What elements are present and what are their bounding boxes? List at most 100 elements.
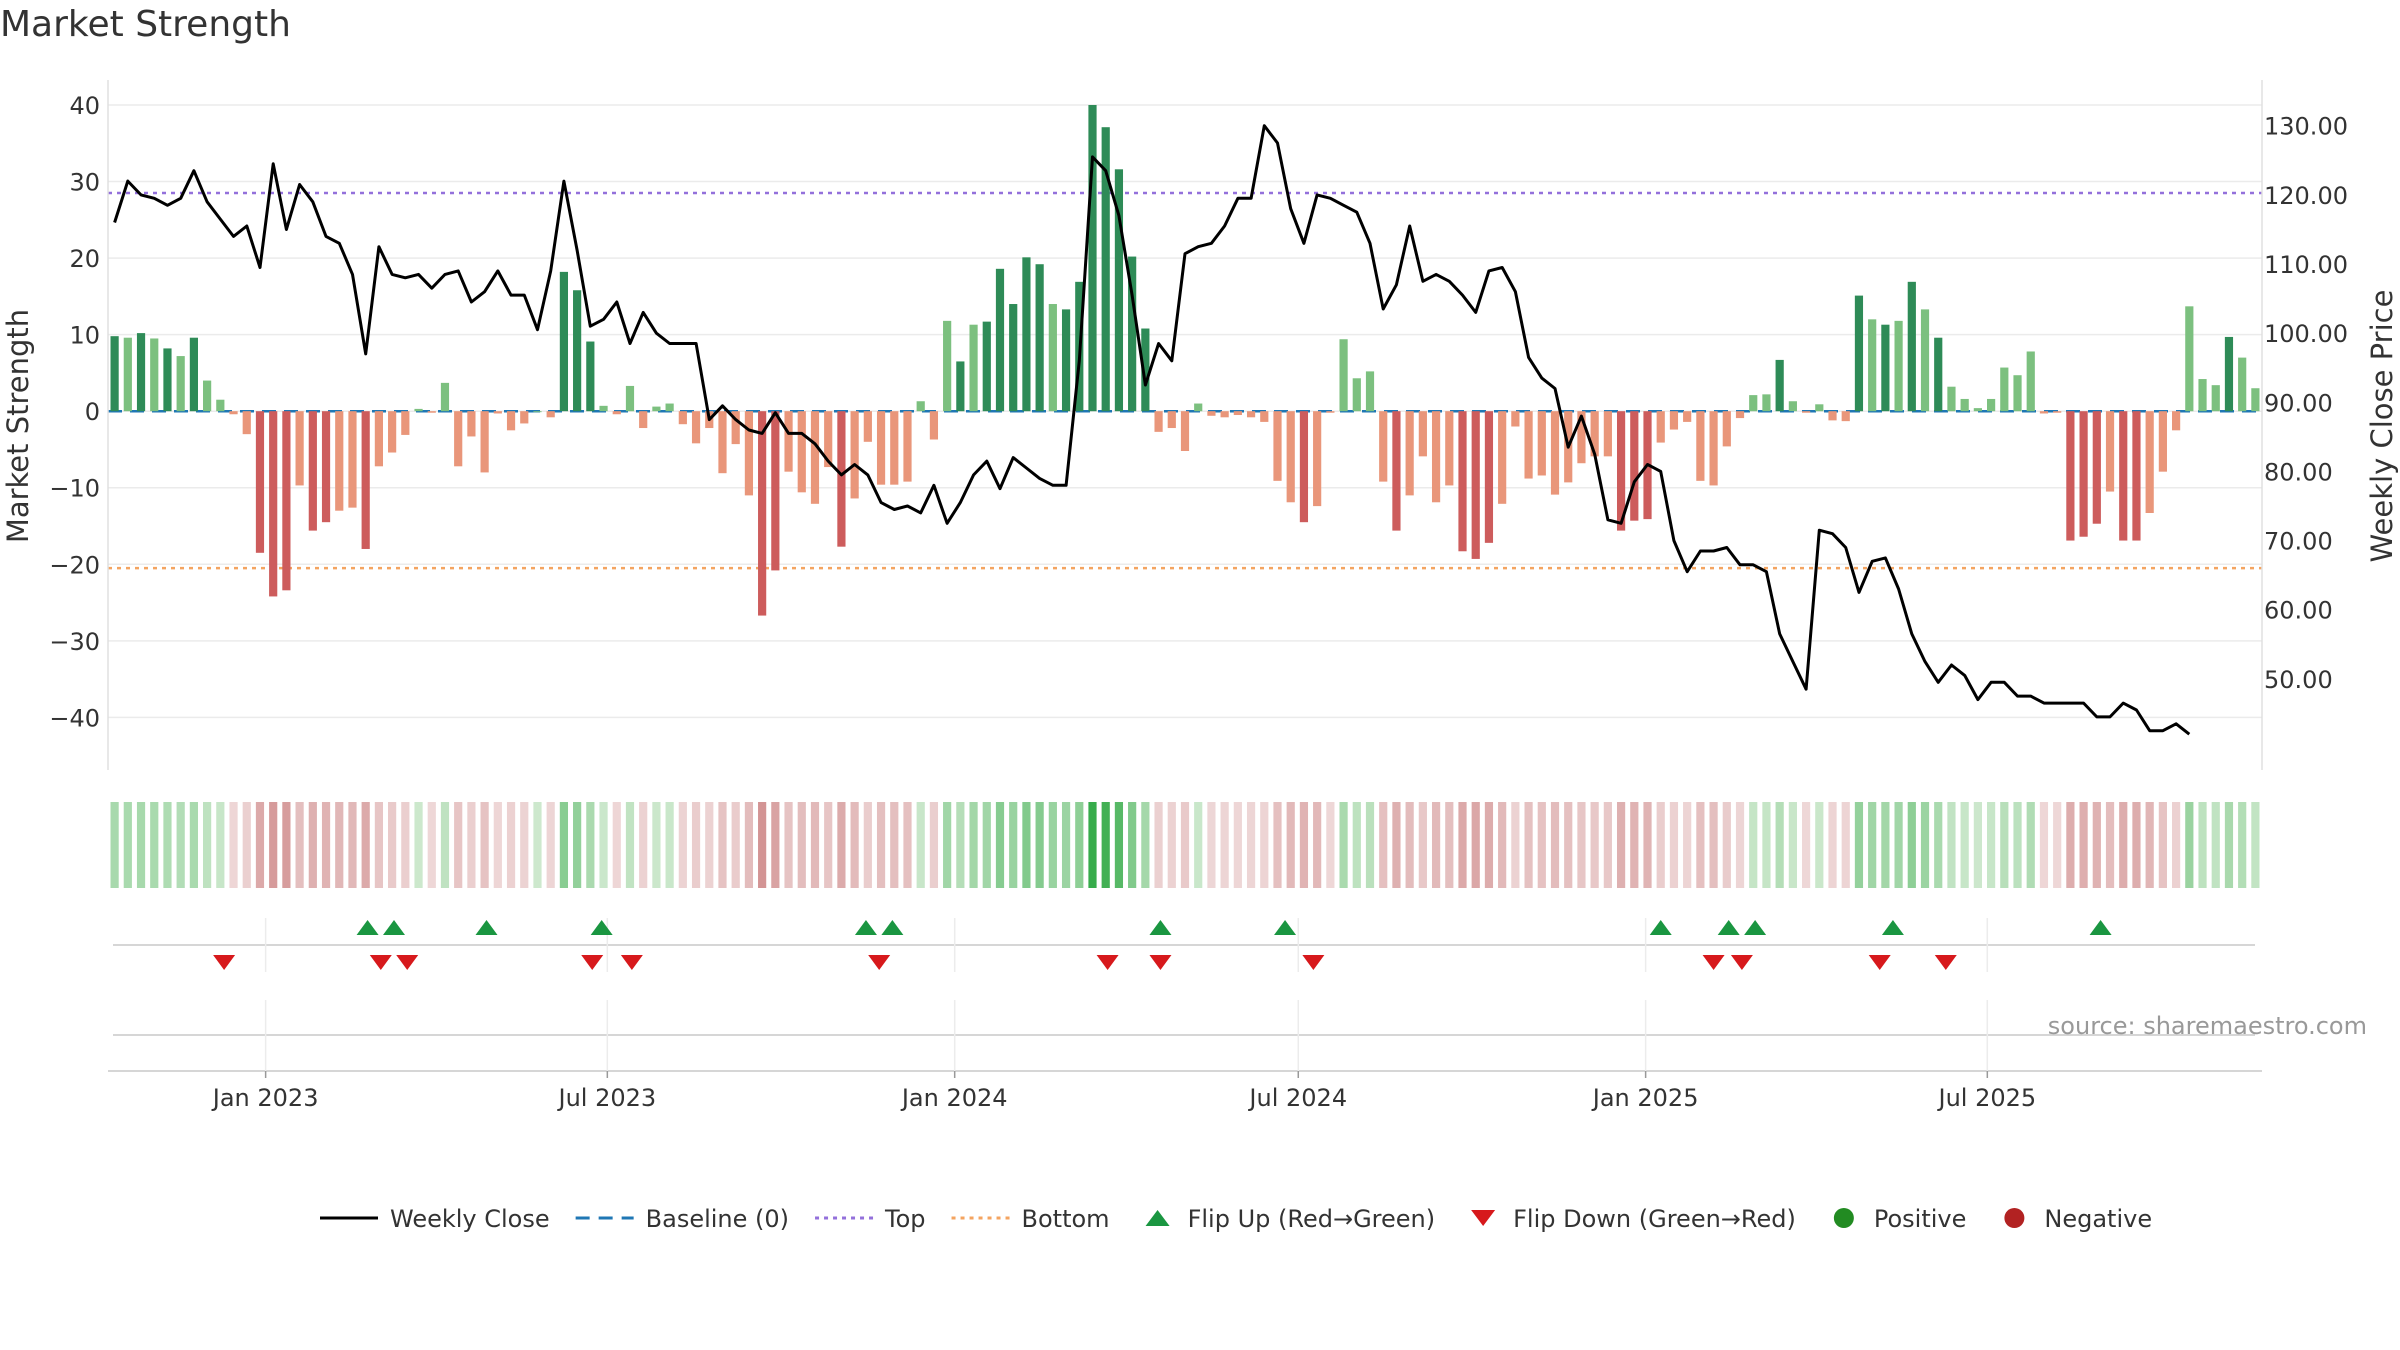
strength-bar [2132, 411, 2141, 541]
strength-bar [1061, 309, 1071, 412]
strength-bar [401, 411, 410, 435]
flip-down-marker [369, 955, 392, 970]
source-credit: source: sharemaestro.com [2048, 1012, 2367, 1040]
strength-bar [361, 411, 370, 549]
heatmap-cell [308, 802, 317, 888]
heatmap-cell [1881, 802, 1890, 888]
heatmap-cell [1075, 802, 1084, 888]
strength-bar [625, 385, 635, 412]
strength-bar [863, 411, 872, 442]
strength-bar [943, 320, 952, 412]
strength-bar [1273, 411, 1282, 481]
strength-bar [956, 361, 965, 412]
heatmap-cell [1339, 802, 1348, 888]
strength-bar [1154, 411, 1163, 432]
strength-bar [691, 411, 701, 444]
flip-down-marker [1096, 955, 1119, 970]
strength-bar [203, 380, 212, 412]
heatmap-cell [1246, 802, 1256, 888]
heatmap-cell [321, 802, 331, 888]
heatmap-cell [1180, 802, 1190, 888]
strength-bar [321, 411, 331, 523]
heatmap-cell [1418, 802, 1427, 888]
heatmap-cell [824, 802, 833, 888]
heatmap-cell [1061, 802, 1071, 888]
heatmap-cell [2211, 802, 2220, 888]
y-left-tick-label: 20 [69, 245, 100, 273]
heatmap-cell [203, 802, 212, 888]
legend-swatch-triangle-up [1145, 1210, 1170, 1226]
strength-bar [1458, 411, 1467, 552]
heatmap-cell [414, 802, 423, 888]
heatmap-cell [467, 802, 476, 888]
strength-bar [1498, 411, 1507, 504]
heatmap-cell [1987, 802, 1996, 888]
strength-bar [1326, 411, 1335, 413]
legend-item: Negative [2004, 1205, 2152, 1233]
strength-bar [374, 411, 383, 467]
strength-bar [2224, 336, 2234, 412]
flip-up-marker [2089, 920, 2112, 935]
strength-bar [1735, 411, 1745, 419]
x-tick-label: Jan 2023 [211, 1084, 319, 1112]
heatmap-cell [335, 802, 344, 888]
strength-bar [2092, 411, 2101, 524]
heatmap-cell [1841, 802, 1850, 888]
flip-up-marker [854, 920, 877, 935]
heatmap-cell [1815, 802, 1824, 888]
strength-bar [467, 411, 476, 437]
y-left-tick-label: −20 [49, 551, 100, 579]
heatmap-cell [1511, 802, 1520, 888]
strength-bar [427, 411, 436, 413]
strength-bar [1445, 411, 1454, 486]
heatmap-cell [493, 802, 502, 888]
legend: Weekly Close Baseline (0) Top Bottom Flip Up… [320, 1205, 2152, 1233]
strength-bar [1775, 359, 1784, 412]
strength-bar [1894, 320, 1903, 412]
strength-bar [1788, 401, 1797, 412]
strength-bar [308, 411, 317, 531]
strength-bar [282, 411, 291, 591]
strength-bar [150, 338, 159, 412]
heatmap-cell [2039, 802, 2049, 888]
heatmap-cell [1722, 802, 1731, 888]
strength-bar [1683, 411, 1692, 422]
strength-bar [189, 337, 198, 412]
heatmap-cell [361, 802, 370, 888]
legend-swatch-circle [1833, 1208, 1854, 1228]
strength-bar [903, 411, 912, 482]
strength-bar [1207, 411, 1216, 416]
heatmap-cell [440, 802, 450, 888]
heatmap-cell [216, 802, 225, 888]
y-left-tick-label: 30 [69, 169, 100, 197]
heatmap-cell [665, 802, 674, 888]
strength-bar [982, 321, 991, 412]
y-right-tick-label: 100.00 [2264, 320, 2348, 348]
heatmap-cell [652, 802, 661, 888]
legend-label: Bottom [1022, 1205, 1110, 1233]
heatmap-cell [1947, 802, 1956, 888]
heatmap-cell [2053, 802, 2062, 888]
heatmap-cell [1854, 802, 1864, 888]
strength-bar [388, 411, 397, 453]
strength-bar [229, 411, 238, 415]
strength-bar [2053, 411, 2062, 413]
strength-bar [546, 411, 555, 418]
strength-bar [1048, 304, 1057, 412]
heatmap-cell [295, 802, 304, 888]
heatmap-cell [480, 802, 489, 888]
strength-bar [850, 411, 859, 499]
strength-bar [1709, 411, 1718, 486]
heatmap-cell [1194, 802, 1203, 888]
legend-item: Flip Up (Red→Green) [1145, 1205, 1435, 1233]
level-lines [108, 191, 2262, 570]
strength-bar [1009, 304, 1018, 412]
heatmap-cell [1379, 802, 1388, 888]
legend-item: Baseline (0) [575, 1205, 789, 1233]
heatmap-cell [2026, 802, 2035, 888]
heatmap-cell [1128, 802, 1137, 888]
strength-bar [1603, 411, 1612, 457]
heatmap-cell [2092, 802, 2101, 888]
heatmap-cell [1643, 802, 1652, 888]
